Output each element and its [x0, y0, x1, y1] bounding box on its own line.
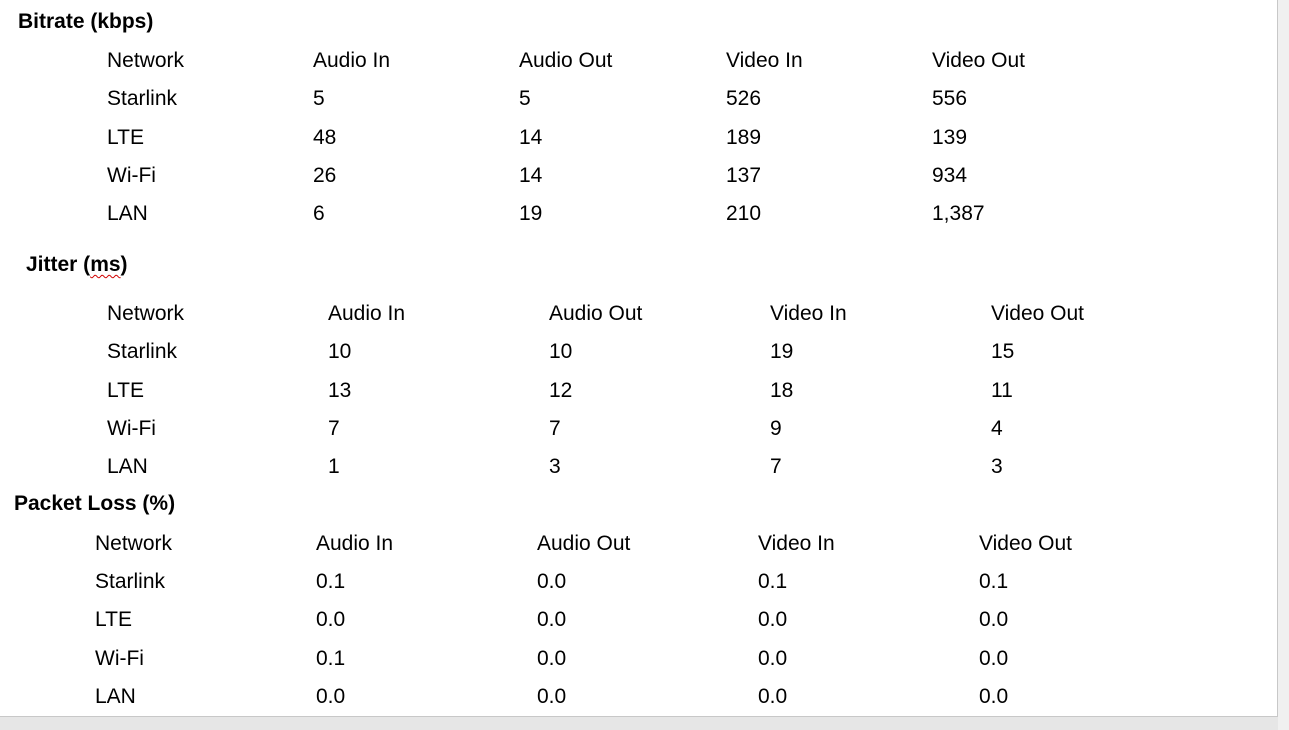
column-header: Video Out	[979, 532, 1073, 555]
table-cell: 6	[313, 202, 325, 225]
column-header: Video In	[770, 302, 847, 325]
column-header: Network	[107, 302, 185, 325]
table-cell: 5	[313, 87, 325, 110]
table-cell: 1	[328, 455, 340, 478]
table-cell: 0.0	[316, 685, 346, 708]
table-cell: 15	[991, 340, 1015, 363]
column-header: Network	[95, 532, 173, 555]
table-cell: 12	[549, 379, 573, 402]
table-cell: Wi-Fi	[107, 164, 156, 187]
table-cell: 3	[549, 455, 561, 478]
table-cell: 0.0	[979, 685, 1009, 708]
table-cell: 0.0	[316, 608, 346, 631]
table-cell: 0.1	[316, 570, 346, 593]
table-cell: 0.0	[537, 647, 567, 670]
packet-loss-heading: Packet Loss (%)	[14, 492, 176, 515]
table-cell: 14	[519, 126, 543, 149]
table-cell: 7	[549, 417, 561, 440]
table-cell: 7	[328, 417, 340, 440]
table-cell: 0.0	[979, 647, 1009, 670]
table-cell: Wi-Fi	[107, 417, 156, 440]
column-header: Network	[107, 49, 185, 72]
table-cell: 137	[726, 164, 762, 187]
table-cell: 1,387	[932, 202, 985, 225]
table-cell: LAN	[95, 685, 136, 708]
table-cell: LTE	[107, 126, 144, 149]
table-cell: Starlink	[107, 340, 178, 363]
table-cell: 556	[932, 87, 968, 110]
table-cell: 13	[328, 379, 352, 402]
column-header: Audio Out	[537, 532, 631, 555]
table-cell: 5	[519, 87, 531, 110]
table-cell: 4	[991, 417, 1003, 440]
column-header: Audio In	[316, 532, 394, 555]
column-header: Video In	[758, 532, 835, 555]
table-cell: Starlink	[95, 570, 166, 593]
table-cell: 189	[726, 126, 762, 149]
table-cell: 0.0	[758, 647, 788, 670]
column-header: Audio In	[313, 49, 391, 72]
jitter-heading-suffix: )	[120, 253, 128, 276]
table-cell: 139	[932, 126, 968, 149]
table-cell: LTE	[107, 379, 144, 402]
table-cell: 3	[991, 455, 1003, 478]
vertical-scroll-gutter[interactable]	[1278, 0, 1289, 730]
column-header: Audio Out	[519, 49, 613, 72]
table-cell: 0.0	[758, 685, 788, 708]
document-page: Bitrate (kbps) Network Audio In Audio Ou…	[0, 0, 1278, 717]
table-cell: 10	[328, 340, 352, 363]
table-cell: 0.1	[758, 570, 788, 593]
table-cell: 26	[313, 164, 337, 187]
column-header: Audio In	[328, 302, 406, 325]
table-cell: 0.0	[537, 608, 567, 631]
table-cell: LAN	[107, 455, 148, 478]
column-header: Audio Out	[549, 302, 643, 325]
table-cell: 11	[991, 379, 1013, 402]
jitter-heading: Jitter (ms)	[26, 253, 128, 277]
table-cell: 19	[770, 340, 794, 363]
table-cell: 18	[770, 379, 794, 402]
table-cell: 10	[549, 340, 573, 363]
table-cell: 0.1	[979, 570, 1009, 593]
table-cell: 14	[519, 164, 543, 187]
column-header: Video In	[726, 49, 803, 72]
column-header: Video Out	[932, 49, 1026, 72]
table-cell: Wi-Fi	[95, 647, 144, 670]
bitrate-heading: Bitrate (kbps)	[18, 10, 154, 33]
table-cell: 9	[770, 417, 782, 440]
table-cell: 526	[726, 87, 762, 110]
table-cell: 0.1	[316, 647, 346, 670]
table-cell: 0.0	[537, 570, 567, 593]
jitter-heading-prefix: Jitter (	[26, 253, 91, 276]
table-cell: 210	[726, 202, 762, 225]
jitter-heading-unit: ms	[90, 253, 121, 276]
table-cell: 48	[313, 126, 337, 149]
table-cell: Starlink	[107, 87, 178, 110]
table-cell: 0.0	[537, 685, 567, 708]
table-cell: 19	[519, 202, 543, 225]
table-cell: 7	[770, 455, 782, 478]
table-cell: 0.0	[979, 608, 1009, 631]
table-cell: 934	[932, 164, 968, 187]
table-cell: LAN	[107, 202, 148, 225]
table-cell: LTE	[95, 608, 132, 631]
table-cell: 0.0	[758, 608, 788, 631]
column-header: Video Out	[991, 302, 1085, 325]
